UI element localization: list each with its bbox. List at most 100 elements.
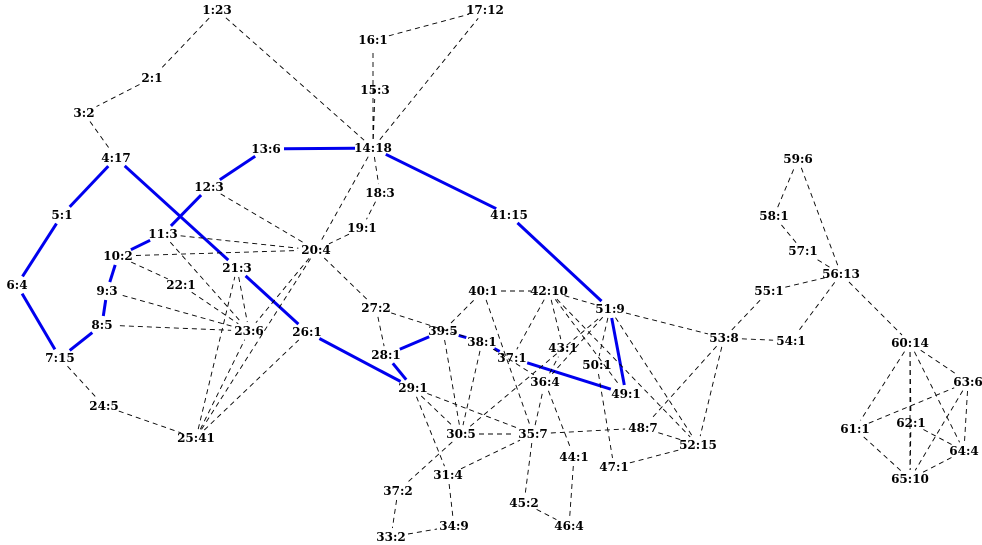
edge-25-26 [203,339,300,431]
edge-51-36 [551,316,604,375]
edge-62-65 [909,431,912,471]
edge-31-34 [448,483,454,518]
path-edge-11-12 [169,194,203,227]
edge-56-57 [814,257,830,268]
node-label-44: 44:1 [559,450,588,464]
edge-3-4 [89,121,111,150]
node-label-31: 31:4 [433,468,462,482]
node-label-10: 10:2 [103,249,132,263]
edge-1-14 [225,17,365,141]
path-edge-10-11 [130,238,151,252]
node-label-39: 39:5 [428,324,457,338]
edge-14-17 [379,18,479,140]
node-label-4: 4:17 [101,151,130,165]
edge-30-372 [406,441,453,484]
node-label-33: 33:2 [376,530,405,544]
path-edge-29-28 [391,362,408,381]
edge-29-35 [427,393,519,429]
node-label-12: 12:3 [194,180,223,194]
node-label-24: 24:5 [89,399,118,413]
edge-27-38 [391,312,467,338]
node-label-29: 29:1 [398,381,427,395]
path-edge-8-9 [101,299,108,317]
node-label-40: 40:1 [468,284,497,298]
node-label-8: 8:5 [91,318,112,332]
edge-16-17 [388,13,470,37]
edge-18-19 [366,201,376,220]
node-label-25: 25:41 [177,431,215,445]
edge-60-61 [860,351,905,421]
node-label-38: 38:1 [467,335,496,349]
edge-31-35 [460,439,521,470]
node-label-58: 58:1 [759,209,788,223]
edge-14-20 [320,156,369,242]
node-label-43: 43:1 [548,341,577,355]
node-label-23: 23:6 [234,324,263,338]
edge-7-24 [67,365,97,399]
edge-51-53 [625,312,709,335]
node-label-55: 55:1 [754,284,783,298]
path-edge-4-5 [68,165,110,208]
node-label-60: 60:14 [891,336,929,350]
path-edge-5-6 [21,222,58,278]
path-edge-38-37 [493,347,501,353]
path-edge-21-26 [244,274,300,326]
edge-20-27 [323,257,369,301]
node-label-16: 16:1 [358,33,387,47]
node-label-41: 41:15 [490,208,528,222]
node-label-57: 57:1 [788,244,817,258]
node-label-13: 13:6 [251,142,280,156]
edge-47-52 [629,448,683,464]
edge-25-23 [199,339,246,430]
edge-55-56 [785,277,825,288]
path-edge-6-7 [20,292,57,351]
edge-58-59 [777,167,795,208]
node-label-20: 20:4 [301,243,330,257]
edge-38-36 [492,348,535,376]
edge-42-51 [564,295,595,305]
node-label-11: 11:3 [148,227,177,241]
edge-60-64 [913,351,961,443]
node-label-35: 35:7 [518,427,547,441]
edge-35-48 [550,428,626,434]
edge-29-30 [420,395,454,427]
edge-14-15 [372,98,376,140]
edge-42-43 [550,299,562,340]
node-label-7: 7:15 [45,351,74,365]
path-edge-39-38 [458,333,467,340]
node-label-15: 15:3 [360,83,389,97]
node-label-46: 46:4 [554,519,583,533]
edge-25-20 [201,258,311,430]
node-label-3: 3:2 [73,106,94,120]
edge-1-2 [159,17,210,71]
edge-25-21 [197,276,236,430]
edge-61-65 [863,436,902,472]
node-label-34: 34:9 [439,519,468,533]
edge-53-52 [699,346,723,437]
path-edge-7-8 [68,331,94,352]
node-label-47: 47:1 [599,460,628,474]
edge-22-23 [191,291,239,325]
path-edge-28-39 [399,335,430,351]
edge-36-44 [547,390,572,449]
edge-40-35 [485,299,531,426]
node-labels-layer: 1:23 2:1 3:2 4:17 5:1 6:4 7:15 8:5 9:3 10:2 11:3 12… [6,3,982,544]
edge-27-28 [377,316,385,347]
node-label-45: 45:2 [509,496,538,510]
edge-51-52 [615,317,693,437]
node-label-61: 61:1 [840,422,869,436]
edge-53-48 [650,345,717,421]
path-edge-12-13 [218,154,257,182]
edge-11-20 [180,235,299,249]
node-label-19: 19:1 [347,221,376,235]
node-label-59: 59:6 [783,152,812,166]
node-label-51: 51:9 [595,302,624,316]
edge-57-58 [780,224,797,243]
node-label-26: 26:1 [292,325,321,339]
node-label-5: 5:1 [51,208,72,222]
node-label-2: 2:1 [141,71,162,85]
edge-10-20 [135,250,299,256]
path-edge-41-14 [385,152,497,211]
edge-64-65 [922,457,952,473]
node-label-27: 27:2 [361,301,390,315]
